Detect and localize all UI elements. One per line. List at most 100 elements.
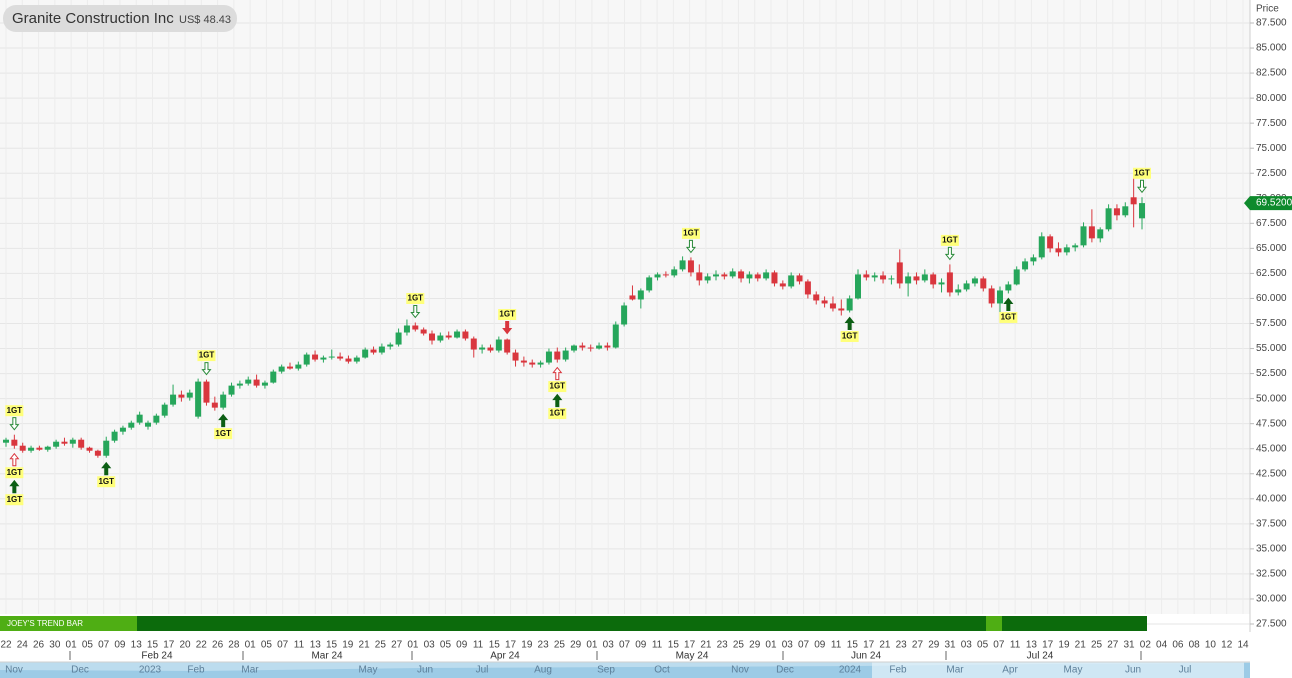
x-tick-label: 27 [1107,640,1119,651]
candle-body [11,439,18,446]
candle-body [796,275,803,282]
candle-body [312,354,319,360]
x-tick-label: 23 [717,640,729,651]
candle-body [913,276,920,281]
signal-label: 1GT [842,332,858,341]
navigator-label: Mar [241,665,259,676]
signal-arrow [502,321,513,335]
navigator-label: Mar [946,665,964,676]
signal-arrow [9,417,20,431]
y-tick-label: 77.500 [1256,118,1287,129]
x-tick-label: 24 [17,640,29,651]
x-tick-label: 01 [407,640,419,651]
candle-body [905,276,912,284]
candle-body [119,427,126,432]
candle-body [487,347,494,351]
x-tick-label: 07 [277,640,289,651]
x-tick-label: 15 [489,640,501,651]
x-tick-label: 11 [652,640,663,651]
x-tick-label: 12 [1221,640,1233,651]
candle-body [997,290,1003,304]
navigator-label: Nov [731,665,749,676]
x-tick-label: 21 [1075,640,1087,651]
signal-arrow [201,362,212,376]
candle-body [754,274,761,279]
candle-body [370,349,377,353]
signal-label-bg [197,350,216,362]
navigator-label: Nov [5,665,23,676]
y-tick-label: 40.000 [1256,493,1287,504]
x-tick-label: 25 [375,640,387,651]
y-tick-label: 52.500 [1256,368,1287,379]
x-tick-label: 15 [326,640,338,651]
candle-body [153,415,160,423]
last-price-badge [1244,196,1292,211]
x-tick-label: 09 [114,640,126,651]
x-tick-label: 01 [66,640,78,651]
candle-body [86,447,93,451]
candle-body [888,278,895,280]
x-tick-label: 10 [1205,640,1217,651]
navigator-label: 2023 [139,665,162,676]
trend-segment [986,616,1002,631]
x-tick-label: 20 [179,640,191,651]
candle-body [1005,284,1012,291]
candle-body [362,349,369,358]
candle-body [103,440,110,456]
candle-body [855,274,861,299]
y-tick-label: 32.500 [1256,569,1287,580]
candle-body [821,300,828,304]
trend-segment [137,616,986,631]
signals: 1GT 1GT 1GT 1GT 1GT 1GT 1GT 1GT 1GT 1GT 1GT 1GT 1GT 1… [5,167,1151,506]
candle-body [696,272,703,281]
x-tick-label: 05 [977,640,989,651]
navigator-label: Dec [776,665,794,676]
candle-body [245,379,252,384]
navigator-label: Feb [187,665,205,676]
candle-body [504,339,511,353]
signal-label-bg [5,405,24,417]
y-tick-label: 82.500 [1256,68,1287,79]
x-tick-label: 13 [131,640,143,651]
candle-body [671,269,678,276]
y-tick-label: 27.500 [1256,619,1287,630]
candle-body [838,308,845,311]
navigator-label: Apr [1002,665,1018,676]
candle-body [287,366,293,369]
x-tick-label: 09 [456,640,468,651]
x-tick-label: 04 [1156,640,1168,651]
month-label: Jul 24 [1027,651,1054,662]
y-tick-label: 47.500 [1256,418,1287,429]
candle-body [921,274,928,281]
candle-body [829,303,836,309]
x-tick-label: 22 [196,640,208,651]
candle-body [679,260,686,270]
candle-body [863,274,870,278]
signal-arrow [101,461,112,476]
candle-body [704,276,711,281]
x-tick-label: 01 [245,640,257,651]
candle-body [403,325,410,333]
candle-body [145,422,151,427]
trend-segment [1002,616,1147,631]
x-tick-label: 15 [668,640,680,651]
candle-body [1063,247,1070,253]
candle-body [1038,236,1045,258]
x-tick-label: 19 [521,640,533,651]
signal-label: 1GT [550,382,566,391]
candle-body [554,351,561,360]
x-tick-label: 11 [1010,640,1021,651]
x-tick-label: 27 [391,640,403,651]
candle-body [337,356,344,359]
candles [3,169,1145,458]
y-tick-label: 85.000 [1256,43,1287,54]
candle-body [328,356,335,358]
signal-label: 1GT [683,228,699,237]
navigator-window [872,662,1244,678]
x-tick-label: 21 [700,640,712,651]
x-tick-label: 05 [82,640,94,651]
candle-body [454,331,461,338]
y-tick-label: 67.500 [1256,218,1287,229]
navigator-label: 2024 [839,665,862,676]
